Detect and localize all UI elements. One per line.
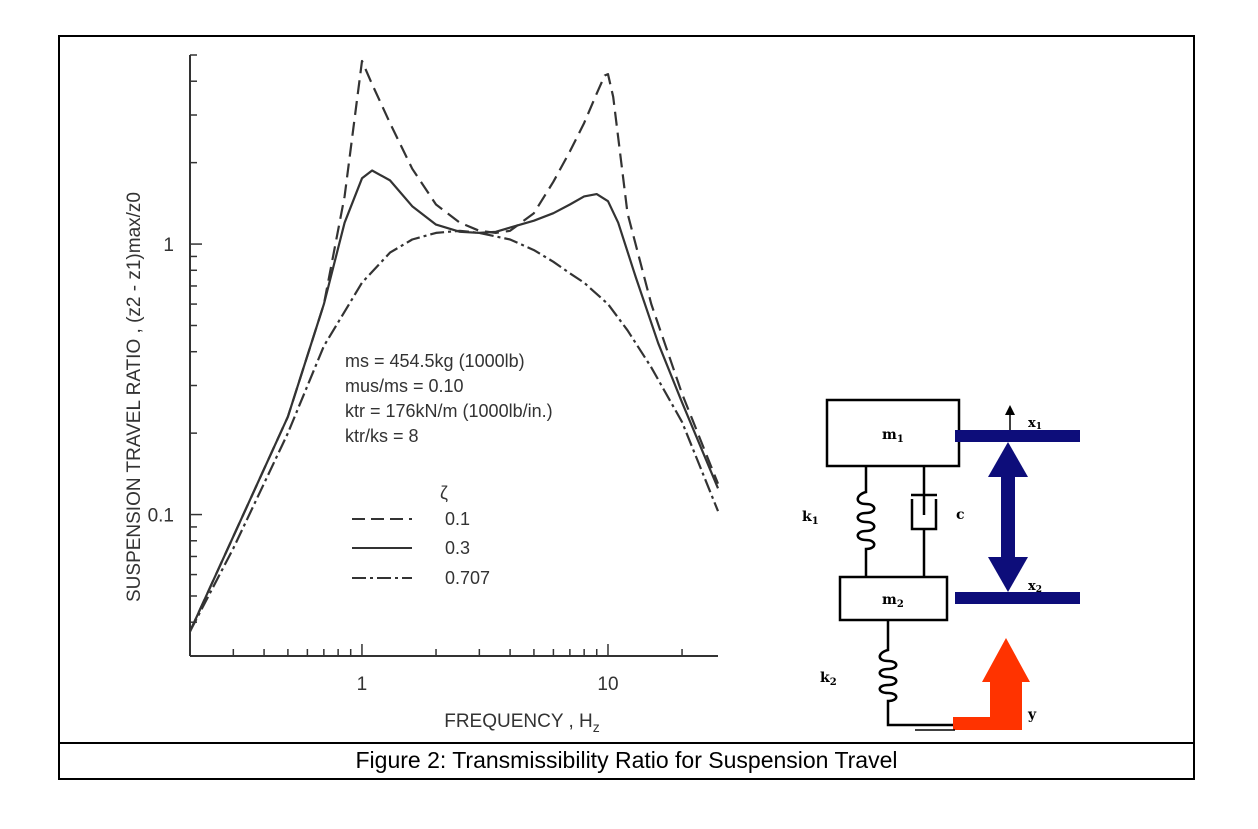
x-axis-label: FREQUENCY , Hz — [444, 711, 600, 735]
annotation-line: mus/ms = 0.10 — [345, 376, 464, 396]
relative-displacement-arrow-down — [988, 557, 1028, 592]
y-axis-label: SUSPENSION TRAVEL RATIO , (z2 - z1)max/z… — [124, 192, 145, 602]
parameter-annotations: ms = 454.5kg (1000lb) mus/ms = 0.10 ktr … — [345, 351, 553, 446]
figure-frame: 1 10 1 0.1 SUSPENSION TRAVEL RATIO , (z2 - … — [58, 35, 1195, 780]
legend-title: ζ — [440, 483, 448, 503]
spring-k1-label: k1 — [802, 509, 819, 527]
caption-bar: Figure 2: Transmissibility Ratio for Sus… — [60, 742, 1193, 778]
x-tick-label: 10 — [597, 674, 618, 695]
legend: ζ 0.1 0.3 0.707 — [352, 483, 490, 588]
input-y-label: y — [1027, 707, 1037, 723]
x2-reference-bar — [955, 592, 1080, 604]
figure-caption: Figure 2: Transmissibility Ratio for Sus… — [355, 747, 898, 773]
series-layer — [188, 59, 720, 632]
x1-arrowhead — [1005, 405, 1015, 415]
damper-c-label: c — [956, 507, 965, 523]
mass-2-block — [838, 575, 949, 622]
mass-2-label: m2 — [882, 592, 904, 610]
plot-axes: 1 10 1 0.1 — [148, 54, 718, 695]
annotation-line: ms = 454.5kg (1000lb) — [345, 351, 525, 371]
legend-label: 0.1 — [445, 509, 470, 529]
road-input-arrow — [953, 638, 1030, 730]
y-tick-label: 1 — [163, 235, 174, 256]
mass-1-block — [825, 398, 961, 468]
annotation-line: ktr/ks = 8 — [345, 426, 419, 446]
annotation-line: ktr = 176kN/m (1000lb/in.) — [345, 401, 553, 421]
relative-displacement-shaft — [1001, 467, 1015, 569]
chart-svg: 1 10 1 0.1 SUSPENSION TRAVEL RATIO , (z2 - … — [124, 54, 1080, 735]
series-line-dashdot — [189, 229, 720, 632]
x2-label: x2 — [1028, 579, 1042, 595]
spring-k2-label: k2 — [820, 670, 837, 688]
legend-label: 0.3 — [445, 538, 470, 558]
x1-label: x1 — [1028, 416, 1042, 432]
legend-label: 0.707 — [445, 568, 490, 588]
y-tick-label: 0.1 — [148, 506, 174, 527]
spring-k2 — [878, 620, 960, 727]
mass-1-label: m1 — [882, 427, 904, 445]
x1-reference-bar — [955, 430, 1080, 442]
damper-c — [910, 466, 938, 577]
spring-k1 — [856, 466, 876, 577]
x-tick-label: 1 — [357, 674, 368, 695]
quarter-car-diagram: m1 m2 k1 c k2 x1 x2 — [802, 398, 1080, 731]
series-line-solid — [188, 169, 720, 632]
relative-displacement-arrow-up — [988, 442, 1028, 477]
